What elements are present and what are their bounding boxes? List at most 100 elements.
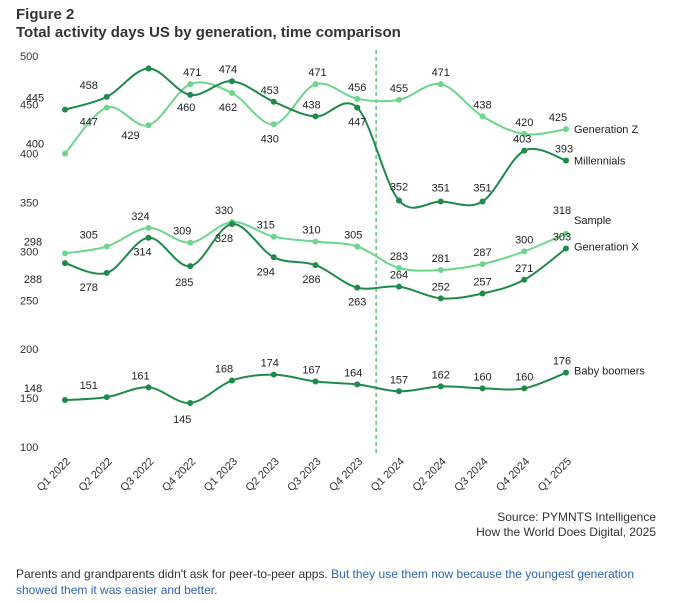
x-tick-label: Q2 2022	[77, 456, 115, 494]
data-label: 429	[121, 130, 139, 142]
x-tick-label: Q2 2023	[244, 456, 282, 494]
data-point	[187, 81, 194, 88]
data-point	[103, 104, 110, 111]
x-tick-label: Q1 2025	[536, 456, 574, 494]
data-point	[62, 106, 68, 113]
data-label: 281	[432, 253, 450, 265]
data-point	[145, 65, 152, 72]
caption-text: Parents and grandparents didn't ask for …	[16, 567, 332, 581]
data-point	[270, 121, 277, 128]
data-label: 160	[473, 371, 491, 383]
data-point	[270, 233, 277, 240]
data-point	[145, 122, 152, 129]
data-point	[270, 254, 277, 261]
data-point	[62, 397, 68, 404]
data-point	[187, 91, 194, 98]
data-label: 471	[183, 67, 201, 79]
data-label: 400	[26, 139, 44, 151]
data-label: 447	[80, 117, 98, 129]
y-tick-label: 250	[20, 295, 38, 307]
data-point	[187, 263, 194, 270]
y-tick-label: 200	[20, 344, 38, 356]
data-label: 257	[473, 276, 491, 288]
data-label: 447	[348, 117, 366, 129]
figure-label: Figure 2	[16, 6, 75, 23]
data-label: 271	[515, 263, 533, 275]
source-line-1: Source: PYMNTS Intelligence	[497, 510, 656, 524]
x-tick-label: Q1 2023	[202, 456, 240, 494]
data-label: 161	[131, 370, 149, 382]
data-label: 263	[348, 297, 366, 309]
data-label: 285	[175, 277, 193, 289]
data-label: 168	[215, 363, 233, 375]
data-label: 393	[555, 143, 573, 155]
caption: Parents and grandparents didn't ask for …	[16, 566, 656, 598]
data-point	[229, 377, 235, 384]
data-label: 164	[344, 367, 362, 379]
x-tick-label: Q4 2024	[494, 456, 532, 494]
data-point	[396, 265, 402, 272]
data-label: 174	[261, 358, 279, 370]
data-label: 287	[473, 247, 491, 259]
data-label: 318	[553, 205, 571, 217]
data-point	[229, 221, 235, 228]
data-label: 151	[80, 380, 98, 392]
data-label: 456	[348, 82, 366, 94]
data-label: 352	[390, 182, 408, 194]
data-point	[354, 381, 361, 388]
series-name-label: Generation Z	[574, 124, 638, 136]
data-point	[62, 260, 68, 267]
data-label: 328	[215, 233, 233, 245]
data-label: 420	[515, 117, 533, 129]
data-point	[437, 198, 444, 205]
data-point	[62, 250, 68, 257]
data-point	[521, 147, 528, 154]
data-label: 145	[173, 414, 191, 426]
data-label: 458	[80, 80, 98, 92]
y-tick-label: 350	[20, 198, 38, 210]
x-tick-label: Q1 2024	[369, 456, 407, 494]
data-point	[270, 98, 277, 105]
data-point	[563, 230, 569, 237]
data-label: 438	[302, 99, 320, 111]
data-label: 176	[553, 356, 571, 368]
y-tick-label: 500	[20, 51, 38, 63]
data-label: 300	[515, 234, 533, 246]
series-name-label: Baby boomers	[574, 366, 645, 378]
data-label: 315	[257, 220, 275, 232]
data-point	[145, 384, 152, 391]
data-point	[396, 197, 402, 204]
data-point	[145, 224, 152, 231]
data-label: 462	[219, 102, 237, 114]
source-note: Source: PYMNTS Intelligence How the Worl…	[476, 510, 656, 540]
y-tick-label: 450	[20, 100, 38, 112]
data-point	[270, 371, 277, 378]
data-point	[354, 95, 361, 102]
data-label: 471	[308, 67, 326, 79]
data-point	[396, 283, 402, 290]
data-label: 430	[261, 133, 279, 145]
data-point	[103, 93, 110, 100]
x-tick-label: Q4 2023	[327, 456, 365, 494]
y-tick-label: 150	[20, 393, 38, 405]
data-point	[312, 81, 319, 88]
data-point	[437, 295, 444, 302]
data-label: 303	[553, 231, 571, 243]
data-point	[479, 198, 486, 205]
data-label: 324	[131, 211, 149, 223]
data-point	[103, 243, 110, 250]
data-label: 298	[24, 236, 42, 248]
data-label: 455	[390, 83, 408, 95]
data-point	[479, 113, 486, 120]
y-tick-label: 300	[20, 246, 38, 258]
caption-link[interactable]: But they use them now because the younge…	[16, 567, 635, 597]
data-label: 474	[219, 64, 237, 76]
data-point	[521, 276, 528, 283]
data-label: 167	[302, 364, 320, 376]
x-tick-label: Q3 2023	[285, 456, 323, 494]
data-point	[312, 113, 319, 120]
data-label: 288	[24, 274, 42, 286]
data-point	[62, 150, 68, 157]
data-label: 160	[515, 371, 533, 383]
data-point	[479, 261, 486, 268]
